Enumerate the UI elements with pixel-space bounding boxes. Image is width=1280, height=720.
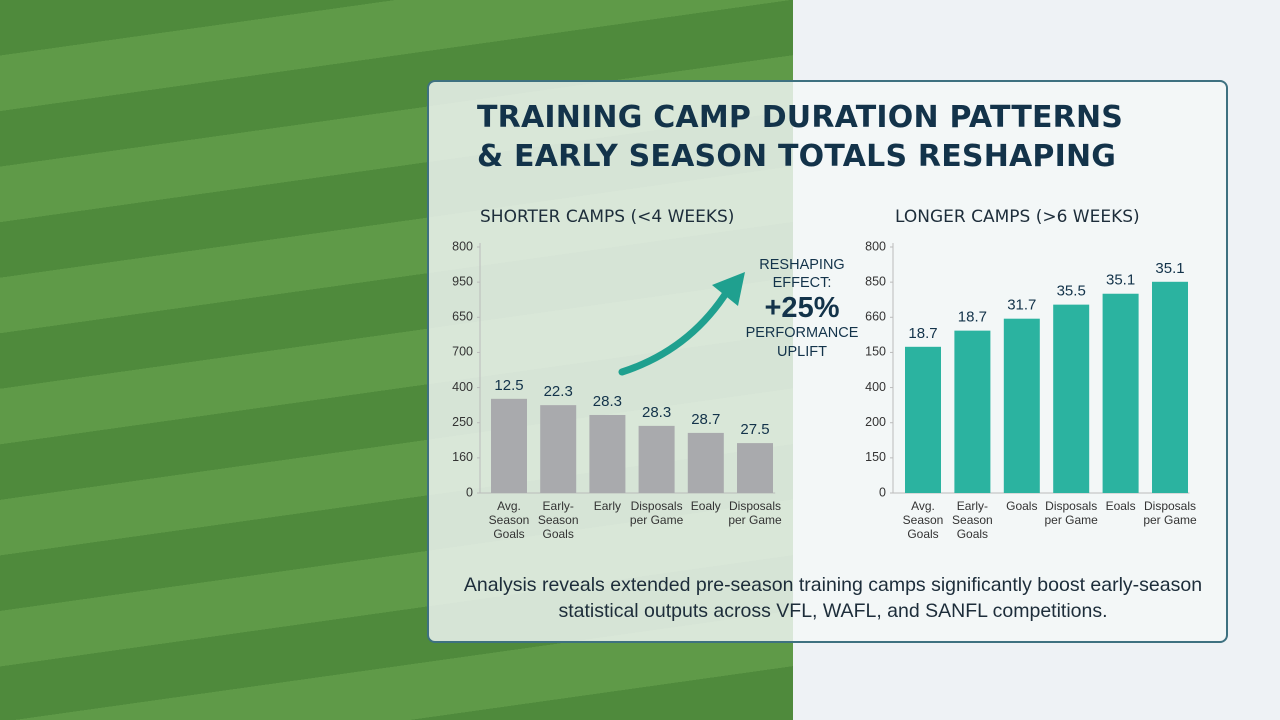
bar bbox=[687, 432, 724, 493]
caption: Analysis reveals extended pre-season tra… bbox=[463, 574, 1203, 622]
bar-label: 31.7 bbox=[1007, 297, 1036, 314]
bar bbox=[954, 330, 991, 493]
y-tick-label: 400 bbox=[865, 380, 886, 394]
y-tick-label: 0 bbox=[879, 485, 886, 499]
x-tick-label: Eoals bbox=[1105, 499, 1136, 513]
y-tick-label: 400 bbox=[452, 380, 473, 394]
y-tick-label: 150 bbox=[865, 345, 886, 359]
bar-label: 35.1 bbox=[1106, 272, 1135, 289]
arrow-head bbox=[712, 272, 745, 306]
x-tick-label: Disposals per Game bbox=[1143, 499, 1197, 527]
bar bbox=[638, 425, 675, 493]
bar bbox=[1003, 318, 1040, 493]
bar-label: 22.3 bbox=[544, 383, 573, 400]
x-tick-label: Goals bbox=[1006, 499, 1038, 513]
bar bbox=[1053, 304, 1090, 493]
y-tick-label: 950 bbox=[452, 274, 473, 288]
x-tick-label: Disposals per Game bbox=[629, 499, 684, 527]
x-tick-label: Early-Season Goals bbox=[537, 499, 579, 541]
y-tick-label: 150 bbox=[865, 450, 886, 464]
title-line: TRAINING CAMP DURATION PATTERNS bbox=[477, 100, 1124, 135]
bar-label: 12.5 bbox=[494, 377, 523, 394]
y-tick-label: 250 bbox=[452, 415, 473, 429]
panel bbox=[427, 80, 1228, 643]
y-tick-label: 700 bbox=[452, 345, 473, 359]
y-tick-label: 200 bbox=[865, 415, 886, 429]
bar bbox=[905, 346, 941, 493]
bar bbox=[540, 405, 577, 493]
arrow bbox=[618, 286, 732, 376]
bar bbox=[1102, 293, 1139, 493]
x-tick-label: Eoaly bbox=[690, 499, 721, 513]
bar bbox=[589, 414, 626, 493]
y-tick-label: 650 bbox=[452, 310, 473, 324]
x-tick-label: Avg. Season Goals bbox=[902, 499, 944, 541]
x-tick-label: Avg. Season Goals bbox=[488, 499, 530, 541]
x-tick-label: Disposals per Game bbox=[1044, 499, 1098, 527]
bar bbox=[737, 443, 773, 493]
bar-label: 18.7 bbox=[958, 309, 987, 326]
y-tick-label: 800 bbox=[452, 239, 473, 253]
bar-label: 28.3 bbox=[642, 404, 671, 421]
chart-title: SHORTER CAMPS (<4 WEEKS) bbox=[480, 207, 735, 227]
bar-label: 27.5 bbox=[740, 421, 769, 438]
x-tick-label: Early-Season Goals bbox=[952, 499, 993, 541]
y-tick-label: 0 bbox=[466, 485, 473, 499]
y-tick-label: 160 bbox=[452, 450, 473, 464]
y-tick-label: 850 bbox=[865, 274, 886, 288]
bar bbox=[1152, 281, 1188, 493]
bar-label: 35.1 bbox=[1155, 260, 1184, 277]
y-tick-label: 660 bbox=[865, 310, 886, 324]
bar-label: 35.5 bbox=[1057, 283, 1086, 300]
bar-label: 18.7 bbox=[908, 325, 937, 342]
bar bbox=[491, 398, 527, 493]
title-line: & EARLY SEASON TOTALS RESHAPING bbox=[477, 139, 1117, 174]
annotation-value: +25% bbox=[764, 292, 840, 324]
bar-label: 28.3 bbox=[593, 393, 622, 410]
chart-title: LONGER CAMPS (>6 WEEKS) bbox=[895, 207, 1140, 227]
x-tick-label: Early bbox=[593, 499, 622, 513]
annotation-heading: RESHAPING EFFECT: bbox=[759, 257, 845, 291]
y-tick-label: 800 bbox=[865, 239, 886, 253]
annotation-text: PERFORMANCE UPLIFT bbox=[745, 325, 859, 360]
x-tick-label: Disposals per Game bbox=[728, 499, 782, 527]
bar-label: 28.7 bbox=[691, 411, 720, 428]
